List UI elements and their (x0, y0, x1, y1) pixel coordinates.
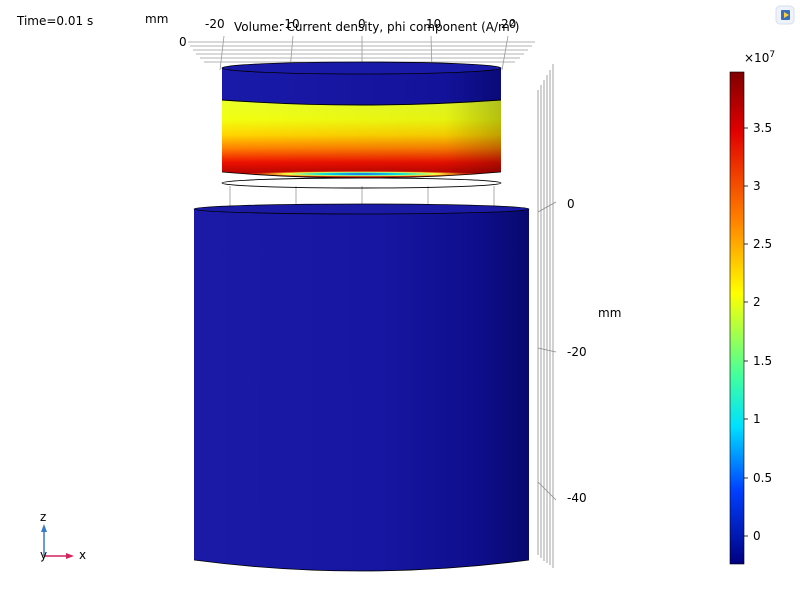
x-tick-10: 10 (426, 17, 442, 31)
colorbar-tick: 1.5 (753, 354, 773, 368)
z-axis-grid (537, 64, 557, 568)
time-label: Time=0.01 s (17, 14, 94, 28)
triad-x-label: x (79, 548, 87, 562)
triad-z-label: z (40, 510, 47, 524)
colorbar-multiplier: ×107 (744, 50, 776, 65)
y-tick-0: 0 (179, 35, 187, 49)
grid-guides (229, 186, 495, 206)
triad-y-label: y (40, 548, 48, 562)
x-tick-0: 0 (358, 17, 366, 31)
colorbar-tick: 2 (753, 295, 761, 309)
colorbar-tick-marks (744, 127, 748, 537)
colorbar-tick: 1 (753, 412, 761, 426)
x-tick-20: 20 (501, 17, 517, 31)
colorbar-tick: 2.5 (753, 237, 773, 251)
colorbar-tick: 3 (753, 179, 761, 193)
graphics-toolbar-icon[interactable] (775, 5, 795, 25)
x-tick-neg10: -10 (280, 17, 300, 31)
x-tick-neg20: -20 (205, 17, 225, 31)
colorbar-tick: 0 (753, 529, 761, 543)
colorbar-gradient (729, 71, 745, 565)
plot-title: Volume: Current density, phi component (… (234, 19, 520, 34)
colorbar-tick: 0.5 (753, 471, 773, 485)
gap-ring (221, 177, 502, 189)
colorbar-tick: 3.5 (753, 121, 773, 135)
z-tick-neg40: -40 (567, 491, 587, 505)
axes-triad (41, 524, 74, 559)
lower-cylinder[interactable] (193, 203, 530, 572)
z-axis-unit: mm (598, 306, 622, 320)
x-axis-unit: mm (145, 12, 169, 26)
z-tick-neg20: -20 (567, 345, 587, 359)
upper-coil[interactable] (221, 61, 502, 179)
z-tick-0: 0 (567, 197, 575, 211)
